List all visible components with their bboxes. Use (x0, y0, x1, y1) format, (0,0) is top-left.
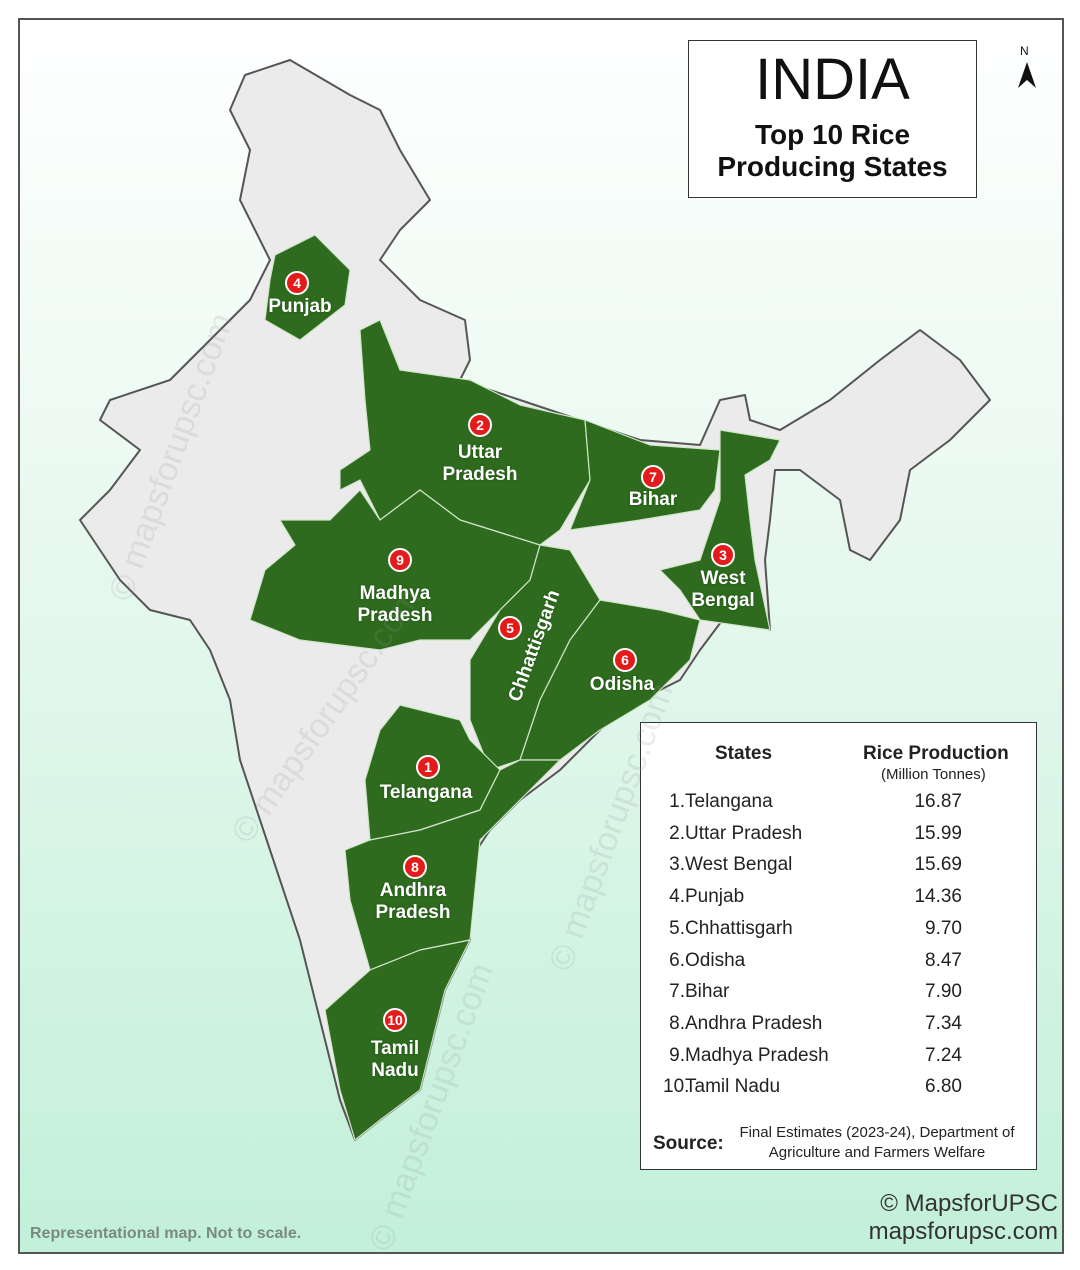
source-label: Source: (653, 1133, 724, 1154)
note: Representational map. Not to scale. (30, 1225, 302, 1242)
state-label: Andhra Pradesh (375, 880, 451, 923)
state-label: Odisha (589, 674, 655, 695)
rank-badge: 4 (285, 271, 309, 295)
table-row: 5. Chhattisgarh 9.70 (641, 918, 1036, 948)
rank-badge: 1 (416, 755, 440, 779)
subtitle: Top 10 Rice Producing States (717, 119, 948, 182)
state-label: Bihar (628, 489, 678, 510)
rank: 9. (669, 1044, 685, 1066)
north-label: N (1020, 44, 1029, 58)
rank: 8. (669, 1012, 685, 1034)
value: 7.34 (925, 1012, 962, 1034)
value: 7.90 (925, 981, 962, 1003)
table-row: 10. Tamil Nadu 6.80 (641, 1076, 1036, 1106)
state: Bihar (685, 981, 730, 1003)
state: Tamil Nadu (685, 1076, 781, 1098)
state: Chhattisgarh (685, 917, 793, 939)
rank: 6. (669, 949, 685, 971)
state: West Bengal (685, 854, 793, 876)
state-label: Uttar Pradesh (442, 442, 518, 485)
rank-badge: 6 (613, 648, 637, 672)
table-row: 1. Telangana 16.87 (641, 791, 1036, 821)
rank: 10. (663, 1076, 690, 1098)
data-table: States Rice Production (Million Tonnes) … (640, 722, 1037, 1170)
rank: 3. (669, 854, 685, 876)
state: Andhra Pradesh (685, 1012, 823, 1034)
rank: 7. (669, 981, 685, 1003)
table-row: 3. West Bengal 15.69 (641, 854, 1036, 884)
state-label: West Bengal (691, 568, 755, 611)
state-label: Madhya Pradesh (357, 583, 433, 626)
rank-badge: 8 (403, 855, 427, 879)
unit: (Million Tonnes) (881, 766, 986, 783)
title: INDIA (755, 47, 910, 112)
value: 15.69 (914, 854, 962, 876)
state-shape (659, 429, 781, 631)
rank-badge: 3 (711, 543, 735, 567)
rank: 1. (669, 791, 685, 812)
value: 6.80 (925, 1076, 962, 1098)
state: Odisha (685, 949, 746, 971)
table-row: 8. Andhra Pradesh 7.34 (641, 1013, 1036, 1043)
column-header: Rice Production (863, 743, 1009, 764)
value: 14.36 (914, 886, 962, 908)
title-box: INDIA Top 10 Rice Producing States (688, 40, 977, 198)
website: mapsforupsc.com (868, 1218, 1058, 1245)
rank: 2. (669, 822, 685, 844)
state: Telangana (685, 791, 773, 812)
column-header: States (715, 743, 773, 764)
state-shape (324, 939, 471, 1141)
table-row: 2. Uttar Pradesh 15.99 (641, 823, 1036, 853)
table-row: 6. Odisha 8.47 (641, 950, 1036, 980)
rank-badge: 9 (388, 548, 412, 572)
source-text: Final Estimates (2023-24), Department of… (739, 1124, 1015, 1161)
value: 9.70 (925, 917, 962, 939)
state: Uttar Pradesh (685, 822, 803, 844)
state-label: Tamil Nadu (370, 1038, 420, 1081)
table-row: 4. Punjab 14.36 (641, 886, 1036, 916)
rank-badge: 10 (383, 1008, 407, 1032)
rank-badge: 5 (498, 616, 522, 640)
state-label: Telangana (379, 782, 473, 803)
rank: 5. (669, 917, 685, 939)
copyright: © MapsforUPSC (880, 1190, 1058, 1217)
rank-badge: 2 (468, 413, 492, 437)
value: 15.99 (914, 822, 962, 844)
table-row: 7. Bihar 7.90 (641, 981, 1036, 1011)
state-label: Punjab (268, 296, 332, 317)
state: Madhya Pradesh (685, 1044, 829, 1066)
value: 7.24 (925, 1044, 962, 1066)
state: Punjab (685, 886, 745, 908)
north-arrow (1018, 62, 1036, 88)
rank-badge: 7 (641, 465, 665, 489)
state-shape (519, 599, 701, 761)
value: 16.87 (914, 791, 962, 812)
rank: 4. (669, 886, 685, 908)
state-shape (469, 544, 601, 771)
value: 8.47 (925, 949, 962, 971)
table-row: 9. Madhya Pradesh 7.24 (641, 1045, 1036, 1075)
